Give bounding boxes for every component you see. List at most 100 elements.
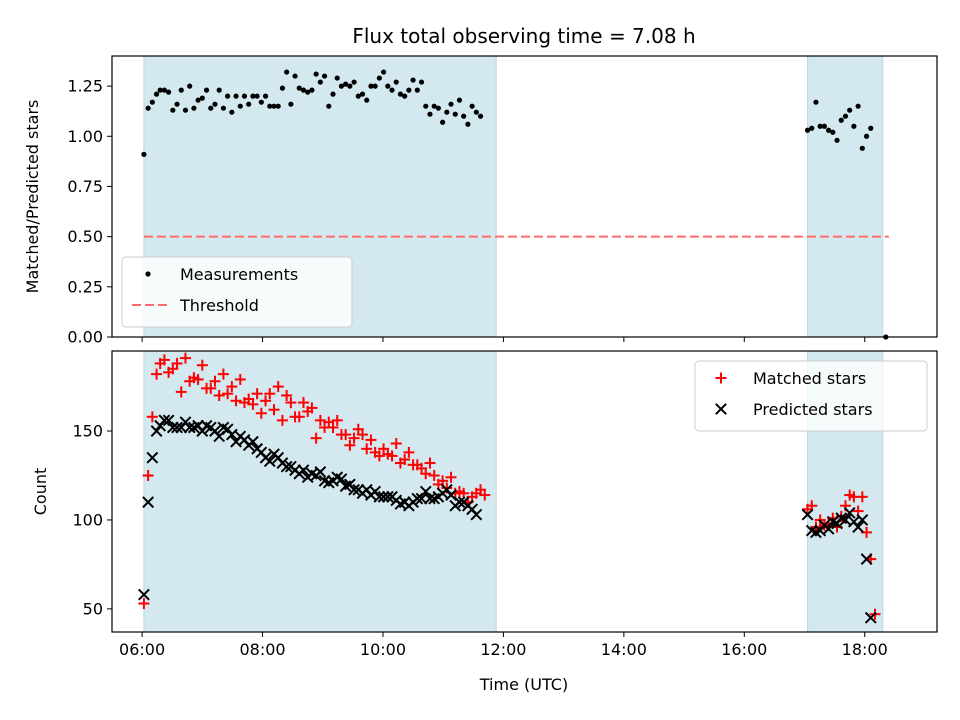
point-ratio-0-73 [448,101,454,107]
counts-panel: 50 100 150 06:00 08:00 10:00 12:00 14:00 16:00 18… [31,350,938,659]
point-counts-1-30 [263,455,276,468]
point-counts-0-17 [209,375,221,387]
point-ratio-0-79 [473,109,479,115]
point-ratio-0-91 [847,107,853,113]
point-counts-1-47 [335,473,348,485]
point-counts-0-35 [285,397,297,409]
point-ratio-0-56 [376,75,382,81]
y-tick-label-counts-1: 100 [72,510,103,529]
point-counts-0-26 [247,398,259,410]
y-axis-label-ratio: Matched/Predicted stars [23,100,42,294]
point-ratio-0-46 [334,75,340,81]
point-ratio-0-31 [271,103,277,109]
x-axis-label: Time (UTC) [479,675,568,694]
legend-swatch-ratio-0 [145,271,151,277]
point-counts-0-73 [445,471,457,483]
point-counts-1-80 [801,508,814,521]
point-ratio-0-87 [830,129,836,135]
point-ratio-0-43 [321,73,328,79]
point-ratio-0-18 [216,87,222,93]
observing-window-1-0 [143,351,497,632]
point-ratio-0-16 [208,105,214,111]
plot-frame-ratio [111,55,938,338]
point-ratio-0-42 [317,79,323,85]
legend-label-ratio-1: Threshold [179,296,259,315]
point-ratio-0-44 [326,103,332,109]
point-ratio-0-54 [368,83,374,89]
point-ratio-0-77 [465,121,471,127]
point-ratio-0-68 [427,111,433,117]
y-tick-label-ratio-1: 0.25 [67,277,103,296]
point-ratio-0-65 [414,87,420,93]
point-ratio-0-30 [267,103,273,109]
point-counts-1-93 [856,514,869,526]
point-counts-1-42 [314,466,327,478]
point-ratio-0-2 [149,99,155,105]
y-axis-label-counts: Count [31,468,50,516]
point-counts-1-58 [381,490,394,503]
point-counts-0-9 [175,386,187,398]
legend-counts: Matched stars Predicted stars [694,360,928,432]
point-ratio-0-29 [262,93,269,99]
x-tick-label-0: 06:00 [119,640,165,659]
y-tick-label-ratio-3: 0.75 [67,177,103,196]
point-counts-1-57 [377,490,390,503]
point-counts-0-33 [276,414,288,426]
x-tick-label-4: 14:00 [601,640,647,659]
point-counts-0-34 [281,389,293,401]
point-ratio-0-71 [440,119,446,125]
point-ratio-0-86 [826,127,832,133]
point-counts-0-5 [158,354,170,366]
x-tick-label-3: 12:00 [480,640,526,659]
point-ratio-0-41 [313,71,319,77]
point-counts-0-68 [424,457,436,469]
point-ratio-0-34 [284,69,290,75]
point-counts-0-56 [373,450,385,462]
point-ratio-0-19 [220,105,227,111]
point-counts-1-3 [150,425,163,437]
point-ratio-0-11 [187,83,193,89]
legend-ratio: Measurements Threshold [121,256,353,328]
point-ratio-0-81 [804,127,811,133]
point-ratio-0-66 [418,79,425,85]
point-counts-0-50 [348,432,360,444]
point-ratio-0-64 [410,77,416,83]
point-ratio-0-51 [355,93,361,99]
point-counts-1-66 [415,492,428,505]
point-counts-0-3 [151,368,163,380]
point-ratio-0-93 [855,103,861,109]
point-ratio-0-23 [237,103,243,109]
point-counts-0-8 [171,357,183,369]
point-counts-0-22 [230,395,242,407]
point-ratio-0-8 [174,101,180,107]
point-ratio-0-59 [389,87,395,93]
point-ratio-0-69 [431,103,437,109]
point-counts-0-16 [205,382,217,394]
point-counts-1-0 [138,588,150,601]
point-ratio-0-67 [423,103,429,109]
point-counts-0-46 [331,414,343,426]
point-counts-0-38 [297,397,309,409]
point-ratio-0-55 [372,83,378,89]
point-counts-0-28 [255,407,267,419]
point-counts-1-95 [864,611,877,624]
x-tick-label-6: 18:00 [842,640,888,659]
point-ratio-0-20 [225,93,231,99]
y-tick-label-ratio-0: 0.00 [67,328,103,347]
point-counts-0-19 [217,368,229,380]
point-counts-1-75 [453,496,466,509]
point-counts-1-34 [280,460,293,473]
x-tick-label-1: 08:00 [239,640,285,659]
point-counts-0-10 [179,352,191,364]
point-counts-0-32 [272,381,284,393]
point-counts-0-21 [226,381,238,393]
point-counts-0-13 [192,373,204,385]
point-counts-1-94 [860,553,873,565]
point-ratio-0-90 [842,113,849,119]
chart-title: Flux total observing time = 7.08 h [352,24,695,48]
x-tick-label-2: 10:00 [360,640,406,659]
legend-swatch-counts-0 [715,372,727,384]
point-ratio-0-50 [351,79,357,85]
point-ratio-0-28 [258,99,264,105]
point-ratio-0-10 [182,107,189,113]
